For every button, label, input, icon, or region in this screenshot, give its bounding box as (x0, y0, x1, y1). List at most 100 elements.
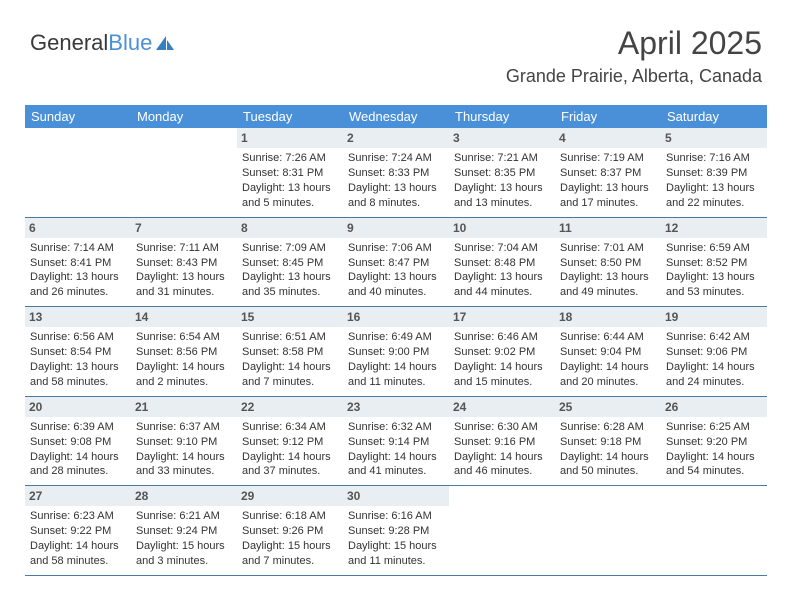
daylight-text: and 24 minutes. (666, 375, 762, 390)
daylight-text: Daylight: 15 hours (348, 539, 444, 554)
sunrise-text: Sunrise: 7:11 AM (136, 241, 232, 256)
day-number: 1 (237, 128, 343, 148)
daylight-text: and 58 minutes. (30, 554, 126, 569)
day-cell-empty (661, 486, 767, 575)
logo-sail-icon (154, 34, 176, 52)
daylight-text: Daylight: 13 hours (242, 270, 338, 285)
day-details: Sunrise: 6:42 AMSunset: 9:06 PMDaylight:… (665, 330, 763, 389)
day-cell-empty (555, 486, 661, 575)
sunrise-text: Sunrise: 6:59 AM (666, 241, 762, 256)
sunrise-text: Sunrise: 7:01 AM (560, 241, 656, 256)
sunset-text: Sunset: 9:22 PM (30, 524, 126, 539)
sunset-text: Sunset: 8:52 PM (666, 256, 762, 271)
day-cell-empty (449, 486, 555, 575)
day-number: 16 (343, 307, 449, 327)
day-details: Sunrise: 6:16 AMSunset: 9:28 PMDaylight:… (347, 509, 445, 568)
sunrise-text: Sunrise: 6:54 AM (136, 330, 232, 345)
week-row: 20Sunrise: 6:39 AMSunset: 9:08 PMDayligh… (25, 397, 767, 487)
day-details: Sunrise: 6:44 AMSunset: 9:04 PMDaylight:… (559, 330, 657, 389)
daylight-text: and 40 minutes. (348, 285, 444, 300)
daylight-text: and 41 minutes. (348, 464, 444, 479)
day-cell: 7Sunrise: 7:11 AMSunset: 8:43 PMDaylight… (131, 218, 237, 307)
day-number: 22 (237, 397, 343, 417)
month-title: April 2025 (506, 25, 762, 62)
logo-text-2: Blue (108, 30, 152, 56)
daylight-text: Daylight: 14 hours (454, 360, 550, 375)
day-number: 27 (25, 486, 131, 506)
day-details: Sunrise: 6:37 AMSunset: 9:10 PMDaylight:… (135, 420, 233, 479)
sunset-text: Sunset: 9:02 PM (454, 345, 550, 360)
day-number: 28 (131, 486, 237, 506)
daylight-text: and 35 minutes. (242, 285, 338, 300)
day-cell: 26Sunrise: 6:25 AMSunset: 9:20 PMDayligh… (661, 397, 767, 486)
day-details: Sunrise: 6:32 AMSunset: 9:14 PMDaylight:… (347, 420, 445, 479)
day-cell: 18 Sunrise: 6:44 AMSunset: 9:04 PMDayligh… (555, 307, 661, 396)
day-cell: 27Sunrise: 6:23 AMSunset: 9:22 PMDayligh… (25, 486, 131, 575)
day-number: 9 (343, 218, 449, 238)
day-cell: 20Sunrise: 6:39 AMSunset: 9:08 PMDayligh… (25, 397, 131, 486)
daylight-text: and 3 minutes. (136, 554, 232, 569)
daylight-text: and 5 minutes. (242, 196, 338, 211)
daylight-text: and 11 minutes. (348, 375, 444, 390)
day-cell: 11Sunrise: 7:01 AMSunset: 8:50 PMDayligh… (555, 218, 661, 307)
day-cell: 9Sunrise: 7:06 AMSunset: 8:47 PMDaylight… (343, 218, 449, 307)
daylight-text: Daylight: 14 hours (348, 360, 444, 375)
daylight-text: Daylight: 14 hours (348, 450, 444, 465)
day-number: 4 (555, 128, 661, 148)
sunset-text: Sunset: 9:20 PM (666, 435, 762, 450)
day-details: Sunrise: 6:51 AMSunset: 8:58 PMDaylight:… (241, 330, 339, 389)
daylight-text: and 17 minutes. (560, 196, 656, 211)
daylight-text: Daylight: 15 hours (242, 539, 338, 554)
day-cell: 6Sunrise: 7:14 AMSunset: 8:41 PMDaylight… (25, 218, 131, 307)
day-number: 18 (555, 307, 661, 327)
daylight-text: and 26 minutes. (30, 285, 126, 300)
weekday-header: Sunday (25, 105, 131, 128)
daylight-text: and 7 minutes. (242, 554, 338, 569)
sunrise-text: Sunrise: 7:04 AM (454, 241, 550, 256)
daylight-text: Daylight: 13 hours (30, 270, 126, 285)
daylight-text: Daylight: 13 hours (136, 270, 232, 285)
daylight-text: Daylight: 14 hours (30, 450, 126, 465)
day-number: 25 (555, 397, 661, 417)
daylight-text: and 31 minutes. (136, 285, 232, 300)
week-row: 13Sunrise: 6:56 AMSunset: 8:54 PMDayligh… (25, 307, 767, 397)
daylight-text: Daylight: 14 hours (666, 360, 762, 375)
day-details: Sunrise: 7:11 AMSunset: 8:43 PMDaylight:… (135, 241, 233, 300)
daylight-text: and 11 minutes. (348, 554, 444, 569)
calendar: SundayMondayTuesdayWednesdayThursdayFrid… (25, 105, 767, 576)
daylight-text: and 7 minutes. (242, 375, 338, 390)
day-cell: 16Sunrise: 6:49 AMSunset: 9:00 PMDayligh… (343, 307, 449, 396)
day-cell: 5Sunrise: 7:16 AMSunset: 8:39 PMDaylight… (661, 128, 767, 217)
sunrise-text: Sunrise: 7:21 AM (454, 151, 550, 166)
daylight-text: Daylight: 13 hours (242, 181, 338, 196)
sunset-text: Sunset: 9:00 PM (348, 345, 444, 360)
sunset-text: Sunset: 9:08 PM (30, 435, 126, 450)
daylight-text: and 50 minutes. (560, 464, 656, 479)
sunrise-text: Sunrise: 6:39 AM (30, 420, 126, 435)
daylight-text: Daylight: 13 hours (560, 181, 656, 196)
day-details: Sunrise: 6:34 AMSunset: 9:12 PMDaylight:… (241, 420, 339, 479)
day-number: 19 (661, 307, 767, 327)
day-details: Sunrise: 7:26 AMSunset: 8:31 PMDaylight:… (241, 151, 339, 210)
daylight-text: Daylight: 13 hours (666, 181, 762, 196)
sunrise-text: Sunrise: 6:37 AM (136, 420, 232, 435)
day-cell: 4Sunrise: 7:19 AMSunset: 8:37 PMDaylight… (555, 128, 661, 217)
day-details: Sunrise: 7:01 AMSunset: 8:50 PMDaylight:… (559, 241, 657, 300)
sunset-text: Sunset: 9:04 PM (560, 345, 656, 360)
daylight-text: Daylight: 14 hours (666, 450, 762, 465)
sunrise-text: Sunrise: 6:46 AM (454, 330, 550, 345)
day-cell: 10Sunrise: 7:04 AMSunset: 8:48 PMDayligh… (449, 218, 555, 307)
day-details: Sunrise: 6:46 AMSunset: 9:02 PMDaylight:… (453, 330, 551, 389)
daylight-text: Daylight: 14 hours (136, 360, 232, 375)
sunrise-text: Sunrise: 6:18 AM (242, 509, 338, 524)
daylight-text: and 53 minutes. (666, 285, 762, 300)
week-row: 6Sunrise: 7:14 AMSunset: 8:41 PMDaylight… (25, 218, 767, 308)
sunset-text: Sunset: 8:31 PM (242, 166, 338, 181)
daylight-text: Daylight: 14 hours (136, 450, 232, 465)
daylight-text: Daylight: 13 hours (348, 181, 444, 196)
sunrise-text: Sunrise: 7:26 AM (242, 151, 338, 166)
weekday-header: Thursday (449, 105, 555, 128)
day-number: 14 (131, 307, 237, 327)
day-number: 29 (237, 486, 343, 506)
day-cell: 22 Sunrise: 6:34 AMSunset: 9:12 PMDayligh… (237, 397, 343, 486)
